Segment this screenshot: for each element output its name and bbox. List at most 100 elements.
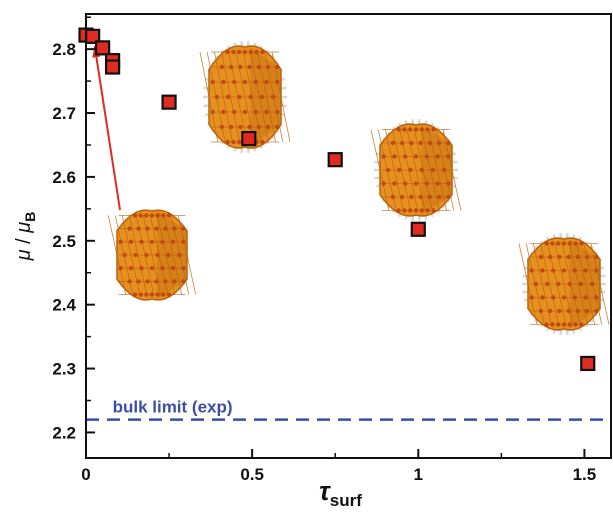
- nanoparticle-atom: [446, 181, 451, 186]
- nanoparticle-atom: [118, 266, 123, 271]
- nanoparticle-atom: [181, 239, 186, 244]
- nanoparticle-atom: [265, 64, 271, 70]
- nanoparticle-atom: [228, 124, 234, 130]
- nanoparticle-atom: [575, 254, 581, 260]
- nanoparticle-atom: [435, 181, 440, 186]
- nanoparticle-atom: [145, 279, 150, 284]
- nanoparticle-atom: [161, 292, 166, 297]
- nanoparticle-atom: [399, 194, 405, 200]
- nanoparticle-atom: [118, 239, 123, 244]
- nanoparticle-atom: [260, 139, 265, 145]
- y-axis-label-sub: B: [22, 212, 38, 222]
- nanoparticle-atom: [392, 154, 397, 159]
- nanoparticle-atom: [231, 49, 236, 55]
- nanoparticle-atom: [567, 241, 572, 246]
- data-point: [104, 59, 121, 75]
- nanoparticle-atom: [219, 124, 225, 130]
- nanoparticle-atom: [381, 154, 386, 159]
- nanoparticle-atom: [248, 49, 253, 55]
- nanoparticle-atom: [144, 213, 149, 218]
- nanoparticle-facet: [177, 215, 197, 295]
- nanoparticle-atom: [594, 268, 599, 273]
- y-tick-label: 2.5: [52, 232, 76, 251]
- plot-frame: [85, 13, 612, 459]
- nanoparticle-atom: [237, 49, 242, 55]
- data-point: [327, 152, 343, 168]
- nanoparticle-atom: [256, 124, 262, 130]
- nanoparticle-atom: [561, 322, 567, 327]
- nanoparticle-atom: [122, 252, 127, 258]
- nanoparticle-atom: [390, 194, 396, 200]
- nanoparticle-atom: [396, 167, 402, 173]
- nanoparticle-atom: [133, 252, 138, 258]
- nanoparticle-atom: [557, 254, 562, 260]
- nanoparticle-atom: [557, 308, 562, 314]
- nanoparticle-atom: [275, 64, 280, 70]
- nanoparticle-atom: [127, 279, 132, 284]
- x-axis-label: τsurf: [319, 476, 362, 510]
- nanoparticle-atom: [572, 268, 577, 273]
- nanoparticle-atom: [237, 94, 242, 100]
- nanoparticle-atom: [550, 322, 555, 327]
- nanoparticle-atom: [403, 154, 408, 159]
- nanoparticle-atom: [556, 322, 561, 327]
- nanoparticle-atom: [538, 308, 544, 314]
- nanoparticle-facet: [107, 215, 127, 295]
- nanoparticle-atom: [385, 167, 391, 173]
- y-tick-label: 2.3: [52, 360, 76, 379]
- nanoparticle-atom: [221, 109, 226, 115]
- y-tick-label: 2.8: [52, 40, 76, 59]
- nanoparticle-atom: [166, 252, 171, 258]
- nanoparticle-atom: [583, 295, 588, 300]
- nanoparticle-atom: [172, 279, 177, 284]
- nanoparticle-atom: [136, 279, 141, 284]
- y-axis-label-sep: /: [13, 233, 35, 250]
- nanoparticle-atom: [132, 213, 138, 218]
- data-point: [580, 355, 596, 372]
- nanoparticle-facet: [590, 243, 610, 325]
- data-point: [410, 221, 426, 237]
- nanoparticle-image: [370, 123, 462, 217]
- nanoparticle-atom: [163, 279, 168, 284]
- nanoparticle-atom: [540, 295, 545, 300]
- nanoparticle-atom: [219, 64, 225, 70]
- y-tick-label: 2.6: [52, 168, 76, 187]
- nanoparticle-facet: [569, 243, 588, 325]
- y-axis-label: μ / μB: [13, 212, 38, 262]
- nanoparticle-atom: [225, 94, 231, 100]
- nanoparticle-atom: [160, 239, 165, 244]
- nanoparticle-atom: [270, 94, 276, 100]
- nanoparticle-atom: [547, 254, 553, 260]
- nanoparticle-atom: [242, 49, 248, 55]
- nanoparticle-atom: [214, 94, 220, 100]
- nanoparticle-facet: [250, 51, 269, 143]
- nanoparticle-atom: [155, 252, 160, 258]
- nanoparticle-atom: [160, 266, 165, 271]
- nanoparticle-atom: [594, 295, 599, 300]
- nanoparticle-atom: [418, 194, 423, 200]
- nanoparticle-atom: [529, 268, 534, 273]
- bulk-limit-label: bulk limit (exp): [113, 398, 233, 417]
- nanoparticle-atom: [567, 322, 572, 327]
- nanoparticle-atom: [275, 124, 280, 130]
- nanoparticle-atom: [556, 241, 561, 246]
- nanoparticle-atom: [419, 208, 424, 213]
- x-tick-label: 1: [414, 465, 423, 484]
- y-axis: 2.2 2.3 2.4 2.5 2.6 2.7 2.8: [52, 16, 95, 442]
- nanoparticle-atom: [561, 268, 567, 273]
- nanoparticle-atom: [402, 127, 407, 132]
- x-tick-label: 1.5: [573, 465, 597, 484]
- nanoparticle-atom: [128, 239, 134, 244]
- nanoparticle-facet: [199, 51, 219, 143]
- nanoparticle-atom: [154, 279, 159, 284]
- x-tick-label: 0: [81, 465, 90, 484]
- nanoparticle-atom: [427, 194, 433, 200]
- nanoparticle-atom: [566, 308, 571, 314]
- nanoparticle-atom: [138, 292, 143, 297]
- nanoparticle-atom: [413, 208, 419, 213]
- nanoparticle-atom: [242, 109, 248, 115]
- nanoparticle-atom: [402, 208, 407, 213]
- nanoparticle-atom: [166, 292, 172, 297]
- nanoparticle-facet: [518, 243, 538, 325]
- nanoparticle-atom: [210, 79, 215, 85]
